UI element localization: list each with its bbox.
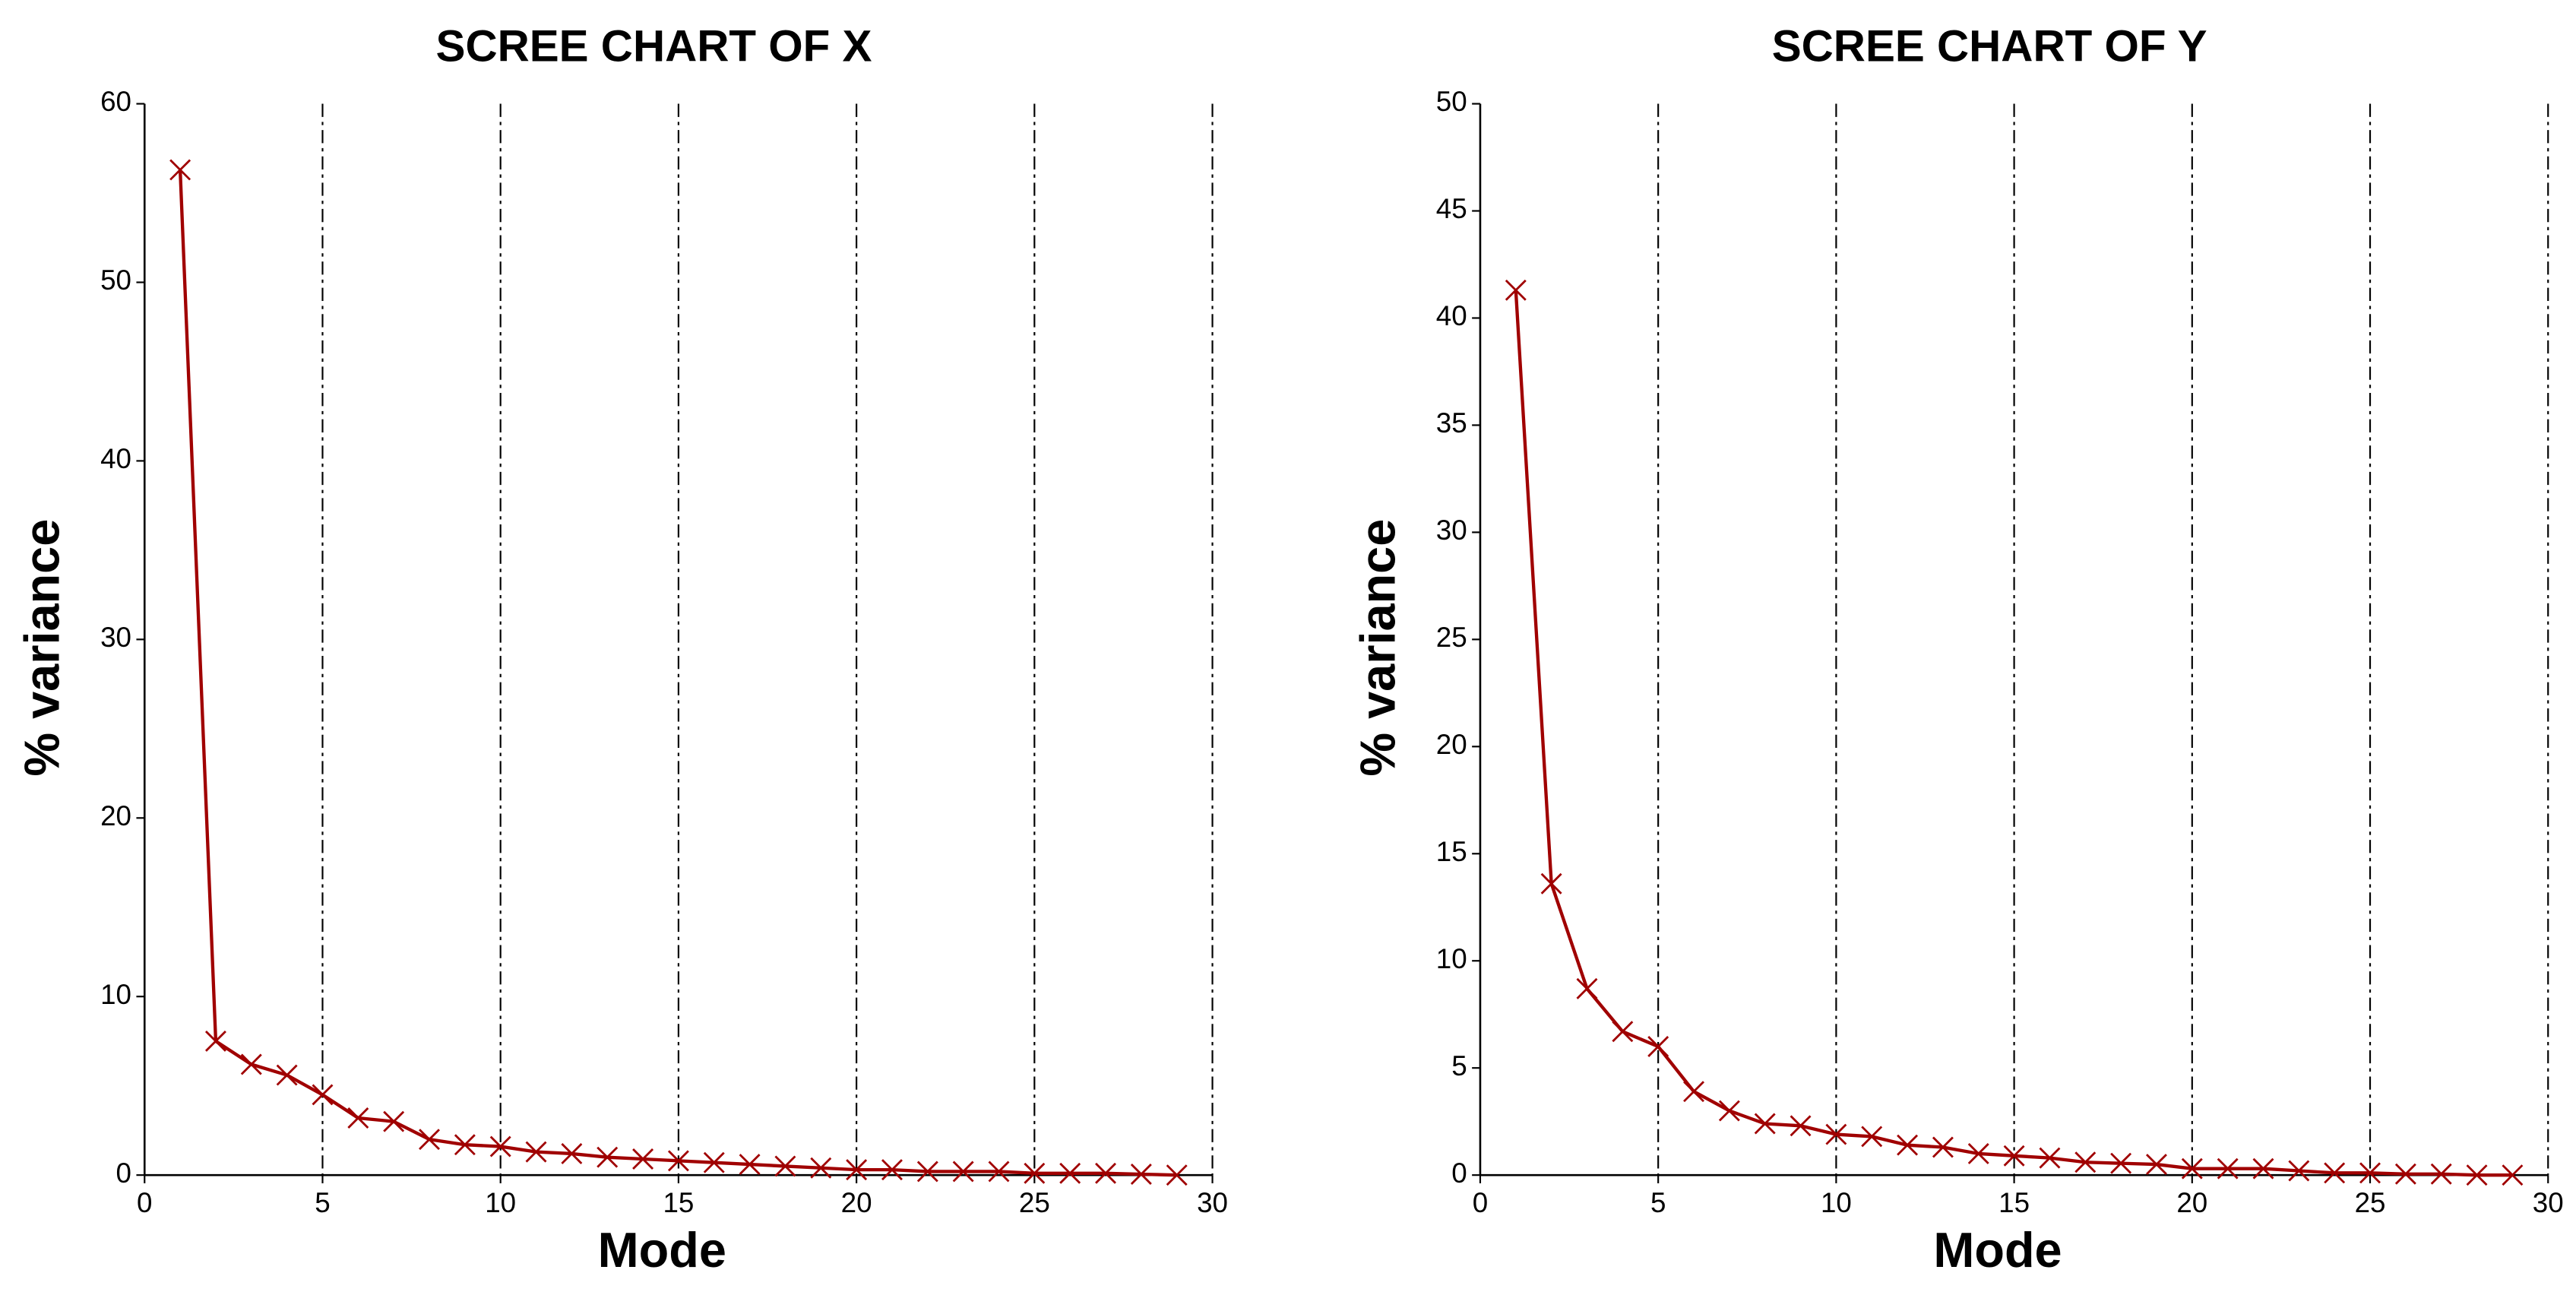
marker [1683, 1081, 1704, 1103]
marker [774, 1155, 796, 1177]
marker [489, 1135, 511, 1157]
y-tick-label: 0 [116, 1157, 131, 1189]
x-tick-label: 5 [315, 1187, 330, 1218]
chart-title: SCREE CHART OF Y [1772, 22, 2207, 71]
marker [1095, 1162, 1116, 1184]
marker [632, 1148, 654, 1170]
marker [1932, 1136, 1954, 1158]
marker [988, 1161, 1010, 1183]
marker [2074, 1151, 2097, 1173]
x-tick-label: 15 [1998, 1187, 2030, 1218]
marker [703, 1151, 725, 1173]
x-tick-label: 25 [1019, 1187, 1050, 1218]
y-tick-label: 20 [100, 800, 131, 831]
marker [561, 1143, 583, 1164]
marker [2394, 1163, 2416, 1185]
x-tick-label: 0 [137, 1187, 152, 1218]
marker [1647, 1036, 1669, 1057]
marker [739, 1154, 761, 1176]
y-tick-label: 15 [1436, 836, 1467, 867]
marker [2466, 1164, 2488, 1186]
y-tick-label: 50 [1436, 86, 1467, 117]
marker [2252, 1157, 2274, 1180]
marker [2324, 1162, 2346, 1184]
marker [1130, 1164, 1152, 1185]
y-tick-label: 30 [1436, 515, 1467, 546]
y-tick-label: 25 [1436, 622, 1467, 653]
marker [2430, 1163, 2452, 1185]
x-tick-label: 10 [485, 1187, 516, 1218]
marker [454, 1134, 476, 1156]
marker [1612, 1021, 1634, 1043]
marker [1059, 1162, 1081, 1184]
x-tick-label: 20 [841, 1187, 872, 1218]
marker [597, 1146, 619, 1168]
x-tick-label: 15 [663, 1187, 694, 1218]
marker [2217, 1157, 2239, 1180]
marker [1024, 1162, 1046, 1184]
marker [667, 1150, 689, 1172]
y-tick-label: 20 [1436, 729, 1467, 760]
y-axis-label: % variance [1350, 519, 1405, 777]
x-tick-label: 30 [2533, 1187, 2564, 1218]
x-tick-label: 5 [1650, 1187, 1666, 1218]
y-tick-label: 5 [1451, 1050, 1467, 1081]
x-tick-label: 0 [1473, 1187, 1488, 1218]
x-tick-label: 20 [2176, 1187, 2207, 1218]
chart-title: SCREE CHART OF X [436, 22, 872, 71]
marker [952, 1161, 974, 1183]
marker [846, 1159, 868, 1181]
y-tick-label: 35 [1436, 407, 1467, 439]
y-tick-label: 50 [100, 264, 131, 296]
y-tick-label: 10 [100, 979, 131, 1010]
marker [2502, 1164, 2524, 1186]
marker [1540, 872, 1562, 895]
marker [383, 1110, 405, 1132]
y-tick-label: 60 [100, 86, 131, 117]
marker [2181, 1157, 2203, 1180]
marker [1861, 1126, 1883, 1148]
x-tick-label: 25 [2355, 1187, 2386, 1218]
marker [1790, 1115, 1812, 1137]
marker [312, 1084, 334, 1106]
marker [1754, 1113, 1776, 1135]
marker [347, 1107, 369, 1129]
marker [2359, 1162, 2381, 1184]
marker [1505, 279, 1527, 301]
marker [2288, 1160, 2310, 1182]
marker [2110, 1152, 2132, 1174]
x-axis-label: Mode [598, 1222, 726, 1278]
y-tick-label: 40 [1436, 300, 1467, 331]
marker [2039, 1147, 2061, 1169]
x-tick-label: 30 [1197, 1187, 1228, 1218]
x-axis-label: Mode [1933, 1222, 2062, 1278]
marker [1967, 1143, 1989, 1164]
y-tick-label: 45 [1436, 193, 1467, 224]
y-tick-label: 10 [1436, 943, 1467, 974]
marker [169, 159, 191, 181]
marker [881, 1159, 903, 1181]
marker [1718, 1100, 1740, 1122]
marker [419, 1129, 440, 1151]
y-tick-label: 30 [100, 622, 131, 653]
x-tick-label: 10 [1821, 1187, 1852, 1218]
marker [1576, 977, 1598, 999]
marker [1897, 1134, 1919, 1156]
marker [525, 1141, 547, 1163]
marker [1825, 1123, 1847, 1145]
marker [2146, 1154, 2167, 1176]
marker [2003, 1145, 2025, 1167]
marker [1166, 1164, 1188, 1186]
marker [810, 1157, 832, 1179]
marker [240, 1053, 262, 1075]
marker [276, 1064, 298, 1086]
y-axis-label: % variance [14, 519, 70, 777]
marker [916, 1161, 938, 1183]
marker [204, 1030, 226, 1052]
y-tick-label: 0 [1451, 1157, 1467, 1189]
y-tick-label: 40 [100, 443, 131, 474]
